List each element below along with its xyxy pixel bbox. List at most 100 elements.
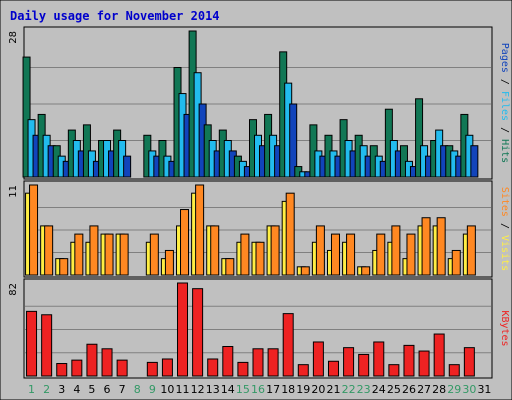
- day-label-2: 2: [43, 383, 50, 396]
- bar-sites-day-24: [376, 233, 386, 276]
- y-max-label: 11: [8, 185, 19, 198]
- day-axis-labels: 1 2 3 4 5 6 7 8 9 10 11 12 13 14 15 16 17 18 19 20 21 22 23 24 2…: [28, 383, 491, 396]
- side-label-hits-files-pages: Pages / Files / Hits: [499, 43, 510, 163]
- side-label-separator: /: [499, 73, 510, 91]
- day-label-15: 15: [236, 383, 250, 396]
- bar-sites-day-15: [240, 233, 250, 276]
- day-label-1: 1: [28, 383, 35, 396]
- bar-kbytes-day-1: [26, 310, 38, 377]
- side-label-separator: /: [499, 121, 510, 139]
- bar-sites-day-17: [270, 225, 280, 276]
- side-label-separator: /: [499, 217, 510, 235]
- day-label-30: 30: [462, 383, 476, 396]
- bar-sites-day-29: [451, 249, 461, 276]
- side-label-kbytes: KBytes: [499, 310, 510, 346]
- day-label-19: 19: [296, 383, 310, 396]
- bar-kbytes-day-13: [207, 358, 219, 377]
- day-label-24: 24: [372, 383, 386, 396]
- day-label-13: 13: [206, 383, 220, 396]
- side-label-hits: Hits: [499, 139, 510, 163]
- bar-sites-day-19: [300, 266, 310, 276]
- day-label-5: 5: [88, 383, 95, 396]
- day-label-8: 8: [134, 383, 141, 396]
- chart-panels: 28 Pages / Files / Hits 11 Sites / Visits 82…: [8, 26, 510, 379]
- bar-kbytes-day-24: [373, 341, 385, 377]
- bar-sites-day-23: [361, 266, 371, 276]
- chart-title: Daily usage for November 2014: [10, 9, 220, 23]
- day-label-12: 12: [191, 383, 205, 396]
- day-label-29: 29: [447, 383, 461, 396]
- bar-kbytes-day-22: [343, 347, 355, 377]
- bar-kbytes-day-6: [101, 348, 113, 377]
- bar-kbytes-day-29: [448, 364, 460, 377]
- bar-sites-day-25: [391, 225, 401, 276]
- panel-kbytes: 82 KBytes: [8, 278, 510, 379]
- panel-sites-visits: 11 Sites / Visits: [8, 180, 510, 278]
- day-label-10: 10: [160, 383, 174, 396]
- bar-sites-day-28: [436, 217, 446, 276]
- bar-sites-day-26: [406, 233, 416, 276]
- side-label-sites: Sites: [499, 187, 510, 217]
- bar-sites-day-22: [346, 233, 356, 276]
- bar-sites-day-12: [195, 184, 205, 276]
- day-label-28: 28: [432, 383, 446, 396]
- bar-sites-day-9: [149, 233, 159, 276]
- bar-kbytes-day-4: [71, 359, 83, 377]
- bar-hits-day-1: [22, 56, 31, 178]
- bar-kbytes-day-28: [433, 333, 445, 377]
- bar-sites-day-21: [330, 233, 340, 276]
- bar-sites-day-27: [421, 217, 431, 276]
- bar-kbytes-day-15: [237, 361, 249, 377]
- day-label-26: 26: [402, 383, 416, 396]
- bar-sites-day-13: [210, 225, 220, 276]
- bar-hits-day-27: [415, 98, 424, 178]
- bar-sites-day-7: [119, 233, 129, 276]
- bar-kbytes-day-5: [86, 343, 98, 377]
- y-max-label: 28: [8, 31, 19, 44]
- bar-kbytes-day-20: [312, 341, 324, 377]
- bar-sites-day-14: [225, 258, 235, 276]
- bar-sites-day-5: [89, 225, 99, 276]
- bar-kbytes-day-27: [418, 350, 430, 377]
- day-label-7: 7: [119, 383, 126, 396]
- bar-kbytes-day-9: [146, 361, 158, 377]
- day-label-25: 25: [387, 383, 401, 396]
- bar-kbytes-day-21: [327, 360, 339, 377]
- bar-kbytes-day-10: [161, 358, 173, 377]
- day-label-14: 14: [221, 383, 235, 396]
- bar-sites-day-20: [315, 225, 325, 276]
- day-label-23: 23: [357, 383, 371, 396]
- day-label-21: 21: [326, 383, 340, 396]
- bar-pages-day-30: [470, 145, 479, 178]
- bar-pages-day-18: [289, 103, 298, 178]
- bar-kbytes-day-19: [297, 364, 309, 377]
- day-label-17: 17: [266, 383, 280, 396]
- bar-kbytes-day-12: [192, 288, 204, 377]
- day-label-4: 4: [73, 383, 80, 396]
- day-label-9: 9: [149, 383, 156, 396]
- bar-kbytes-day-7: [116, 359, 128, 377]
- bar-kbytes-day-2: [41, 314, 53, 377]
- bar-sites-day-1: [29, 184, 39, 276]
- bar-kbytes-day-30: [463, 347, 475, 377]
- side-label-pages: Pages: [499, 43, 510, 73]
- bar-kbytes-day-11: [177, 282, 189, 377]
- bar-sites-day-6: [104, 233, 114, 276]
- bar-kbytes-day-25: [388, 364, 400, 377]
- day-label-18: 18: [281, 383, 295, 396]
- bar-sites-day-11: [180, 209, 190, 276]
- side-label-sites-visits: Sites / Visits: [499, 187, 510, 271]
- y-max-label: 82: [8, 283, 19, 296]
- day-label-20: 20: [311, 383, 325, 396]
- side-label-visits: Visits: [499, 235, 510, 271]
- bar-sites-day-3: [59, 258, 69, 276]
- bar-kbytes-day-26: [403, 344, 415, 377]
- day-label-11: 11: [176, 383, 190, 396]
- day-label-3: 3: [58, 383, 65, 396]
- bar-kbytes-day-16: [252, 348, 264, 377]
- day-label-6: 6: [104, 383, 111, 396]
- day-label-31: 31: [477, 383, 491, 396]
- bar-kbytes-day-14: [222, 346, 234, 377]
